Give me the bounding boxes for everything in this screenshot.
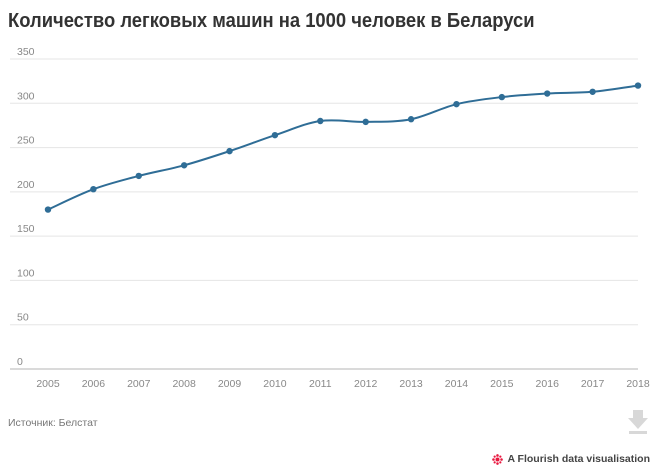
x-tick-label: 2005 (36, 378, 60, 390)
x-tick-label: 2014 (445, 378, 469, 390)
data-point-2009[interactable] (226, 147, 233, 155)
x-tick-label: 2010 (263, 378, 287, 390)
data-point-2016[interactable] (544, 90, 551, 97)
data-points (44, 82, 642, 213)
data-point-2010[interactable] (271, 131, 279, 139)
x-tick-label: 2007 (127, 378, 151, 390)
x-tick-label: 2018 (626, 378, 650, 390)
flourish-credit[interactable]: A Flourish data visualisation (492, 453, 650, 465)
data-point-2013[interactable] (407, 116, 415, 123)
data-point-2012[interactable] (362, 118, 369, 126)
y-tick-label: 150 (17, 223, 35, 235)
y-tick-label: 0 (17, 356, 23, 368)
x-tick-label: 2011 (309, 378, 332, 390)
data-point-2008[interactable] (180, 162, 188, 169)
y-tick-label: 100 (17, 267, 35, 279)
download-icon[interactable] (627, 409, 649, 435)
x-tick-label: 2006 (82, 378, 106, 390)
data-point-2007[interactable] (135, 172, 142, 180)
series-line[interactable] (47, 84, 639, 211)
x-tick-label: 2016 (536, 378, 560, 390)
gridlines (10, 58, 638, 326)
data-point-2006[interactable] (90, 186, 97, 193)
x-tick-label: 2015 (490, 378, 514, 390)
y-axis-ticks: 0 50 100 150 200 250 300 350 (17, 46, 35, 368)
x-tick-label: 2012 (354, 378, 378, 390)
x-axis-ticks: 2005 2006 2007 2008 2009 2010 2011 2012 2013 2014… (36, 378, 650, 390)
data-point-2014[interactable] (453, 100, 460, 108)
x-tick-label: 2009 (218, 378, 242, 390)
data-point-2011[interactable] (317, 117, 324, 125)
flourish-logo-icon (492, 453, 504, 465)
y-tick-label: 350 (17, 46, 35, 58)
data-point-2018[interactable] (634, 82, 642, 89)
x-tick-label: 2008 (172, 378, 196, 390)
y-tick-label: 250 (17, 135, 35, 147)
data-point-2015[interactable] (498, 93, 506, 101)
y-tick-label: 50 (17, 312, 29, 324)
data-point-2005[interactable] (44, 206, 52, 213)
data-point-2017[interactable] (589, 88, 596, 95)
credit-text: A Flourish data visualisation (507, 453, 650, 465)
x-tick-label: 2017 (581, 378, 605, 390)
x-tick-label: 2013 (399, 378, 423, 390)
y-tick-label: 200 (17, 179, 35, 191)
source-note: Источник: Белстат (8, 417, 98, 429)
chart-title: Количество легковых машин на 1000 челове… (8, 10, 535, 32)
y-tick-label: 300 (17, 90, 35, 102)
